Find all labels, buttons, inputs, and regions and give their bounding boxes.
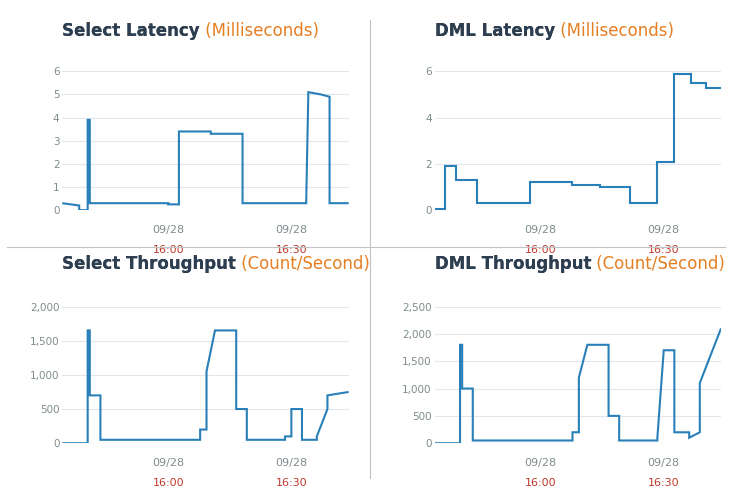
Text: 16:30: 16:30 <box>648 245 679 254</box>
Text: DML Throughput: DML Throughput <box>435 255 591 273</box>
Text: (Milliseconds): (Milliseconds) <box>555 22 674 40</box>
Text: (Count/Second): (Count/Second) <box>236 255 370 273</box>
Text: Select Latency (Milliseconds): Select Latency (Milliseconds) <box>62 22 303 40</box>
Text: 09/28: 09/28 <box>648 225 680 235</box>
Text: 16:30: 16:30 <box>275 245 307 254</box>
Text: (Count/Second): (Count/Second) <box>591 255 725 273</box>
Text: Select Throughput: Select Throughput <box>62 255 236 273</box>
Text: DML Throughput (Count/Second): DML Throughput (Count/Second) <box>435 255 706 273</box>
Text: 09/28: 09/28 <box>152 458 184 468</box>
Text: Select Throughput (Count/Second): Select Throughput (Count/Second) <box>62 255 349 273</box>
Text: (Milliseconds): (Milliseconds) <box>200 22 319 40</box>
Text: Select Latency: Select Latency <box>62 22 200 40</box>
Text: 09/28: 09/28 <box>152 225 184 235</box>
Text: 16:30: 16:30 <box>648 478 679 488</box>
Text: DML Latency: DML Latency <box>435 22 555 40</box>
Text: DML Latency: DML Latency <box>435 22 555 40</box>
Text: Select Throughput: Select Throughput <box>62 255 236 273</box>
Text: 09/28: 09/28 <box>648 458 680 468</box>
Text: DML Latency (Milliseconds): DML Latency (Milliseconds) <box>435 22 661 40</box>
Text: 16:00: 16:00 <box>525 478 556 488</box>
Text: 16:00: 16:00 <box>525 245 556 254</box>
Text: 09/28: 09/28 <box>525 458 556 468</box>
Text: Select Latency: Select Latency <box>62 22 200 40</box>
Text: 09/28: 09/28 <box>275 458 307 468</box>
Text: 16:30: 16:30 <box>275 478 307 488</box>
Text: 16:00: 16:00 <box>152 245 184 254</box>
Text: DML Throughput: DML Throughput <box>435 255 591 273</box>
Text: 09/28: 09/28 <box>525 225 556 235</box>
Text: 16:00: 16:00 <box>152 478 184 488</box>
Text: 09/28: 09/28 <box>275 225 307 235</box>
